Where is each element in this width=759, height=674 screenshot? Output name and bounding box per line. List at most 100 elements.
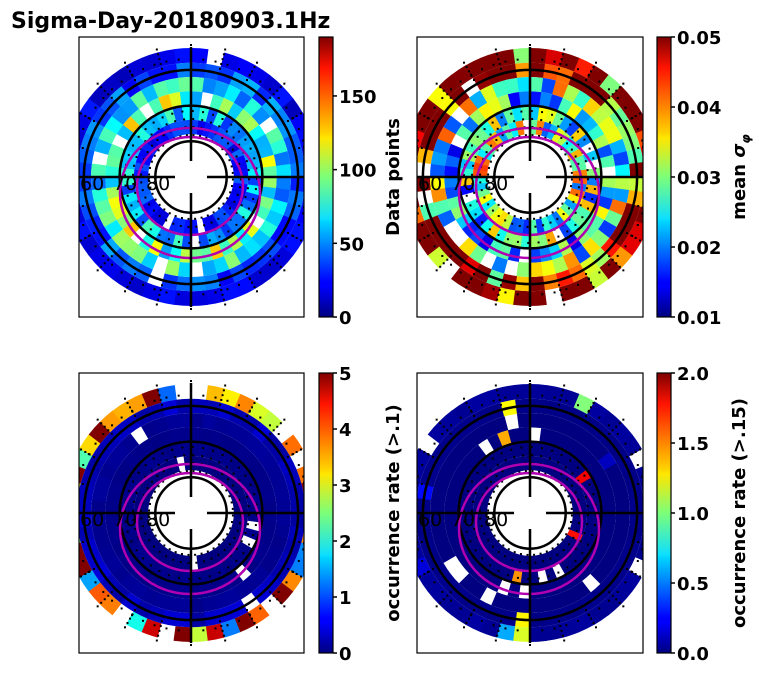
station-dot	[417, 212, 419, 215]
station-dot	[646, 164, 648, 166]
station-dot	[157, 389, 160, 392]
station-dot	[446, 93, 449, 96]
station-dot	[167, 238, 170, 241]
station-dot	[120, 271, 123, 274]
station-dot	[159, 289, 162, 292]
station-dot	[231, 514, 234, 517]
station-dot	[624, 581, 627, 584]
station-dot	[637, 147, 640, 150]
station-dot	[131, 73, 133, 76]
data-cell	[275, 513, 291, 527]
station-dot	[541, 629, 544, 632]
station-dot	[471, 509, 474, 512]
station-dot	[174, 551, 177, 554]
data-cell	[275, 499, 291, 514]
data-cell	[111, 105, 131, 125]
station-dot	[471, 518, 474, 521]
station-dot	[165, 555, 168, 558]
station-dot	[299, 448, 302, 451]
station-dot	[158, 293, 161, 296]
station-dot	[214, 396, 217, 399]
data-cell	[201, 216, 213, 233]
data-cell	[205, 623, 225, 641]
station-dot	[631, 453, 634, 455]
station-dot	[135, 549, 138, 552]
station-dot	[494, 384, 497, 387]
station-dot	[103, 262, 106, 265]
data-cell	[465, 57, 487, 79]
station-dot	[229, 527, 232, 530]
station-dot	[513, 456, 516, 459]
station-dot	[235, 559, 238, 562]
station-dot	[608, 591, 611, 594]
station-dot	[76, 446, 78, 448]
station-dot	[556, 553, 559, 556]
station-dot	[214, 291, 217, 294]
station-dot	[157, 463, 160, 466]
station-dot	[218, 125, 221, 128]
data-cell	[91, 187, 109, 203]
data-cell	[223, 587, 241, 606]
station-dot	[490, 528, 493, 531]
station-dot	[542, 224, 545, 227]
station-dot	[222, 634, 225, 637]
data-cell	[296, 130, 304, 148]
station-dot	[608, 96, 611, 99]
data-cell	[168, 427, 183, 445]
data-cell	[497, 430, 512, 448]
data-cell	[640, 482, 643, 497]
station-dot	[641, 212, 643, 215]
station-dot	[432, 456, 435, 458]
colorbar-tick-label: 0.04	[677, 98, 721, 119]
station-dot	[305, 487, 307, 489]
station-dot	[497, 629, 500, 632]
data-cell	[243, 191, 260, 205]
station-dot	[501, 144, 504, 147]
station-dot	[442, 598, 445, 601]
data-cell	[236, 205, 253, 221]
station-dot	[84, 115, 87, 117]
station-dot	[485, 151, 488, 154]
station-dot	[560, 148, 563, 151]
station-dot	[124, 184, 127, 187]
data-cell	[417, 220, 432, 242]
station-dot	[551, 547, 554, 550]
data-cell	[497, 94, 512, 112]
station-dot	[553, 291, 556, 294]
data-cell	[450, 469, 469, 486]
data-cell	[191, 105, 201, 121]
data-cell	[437, 126, 457, 145]
station-dot	[586, 514, 589, 517]
station-dot	[206, 550, 209, 553]
colorbar-tick-label: 0	[339, 308, 352, 329]
station-dot	[644, 201, 646, 203]
station-dot	[142, 557, 145, 560]
station-dot	[492, 490, 495, 493]
data-cell	[98, 209, 117, 227]
data-cell	[140, 586, 159, 606]
station-dot	[583, 195, 586, 198]
station-dot	[72, 208, 74, 210]
data-cell	[418, 569, 440, 592]
data-cell	[212, 127, 226, 144]
data-cell	[141, 420, 159, 439]
station-dot	[577, 522, 580, 525]
station-dot	[93, 568, 96, 570]
station-dot	[276, 262, 279, 265]
station-dot	[646, 500, 648, 502]
station-dot	[165, 291, 168, 294]
station-dot	[73, 176, 75, 178]
station-dot	[625, 120, 628, 122]
data-cell	[191, 427, 203, 443]
station-dot	[238, 143, 241, 146]
station-dot	[140, 509, 143, 512]
station-dot	[111, 424, 114, 427]
data-cell	[640, 146, 643, 161]
station-dot	[286, 120, 289, 122]
data-cell	[270, 138, 288, 156]
station-dot	[529, 380, 531, 382]
station-dot	[417, 139, 419, 142]
station-dot	[111, 88, 114, 91]
station-dot	[235, 547, 238, 550]
